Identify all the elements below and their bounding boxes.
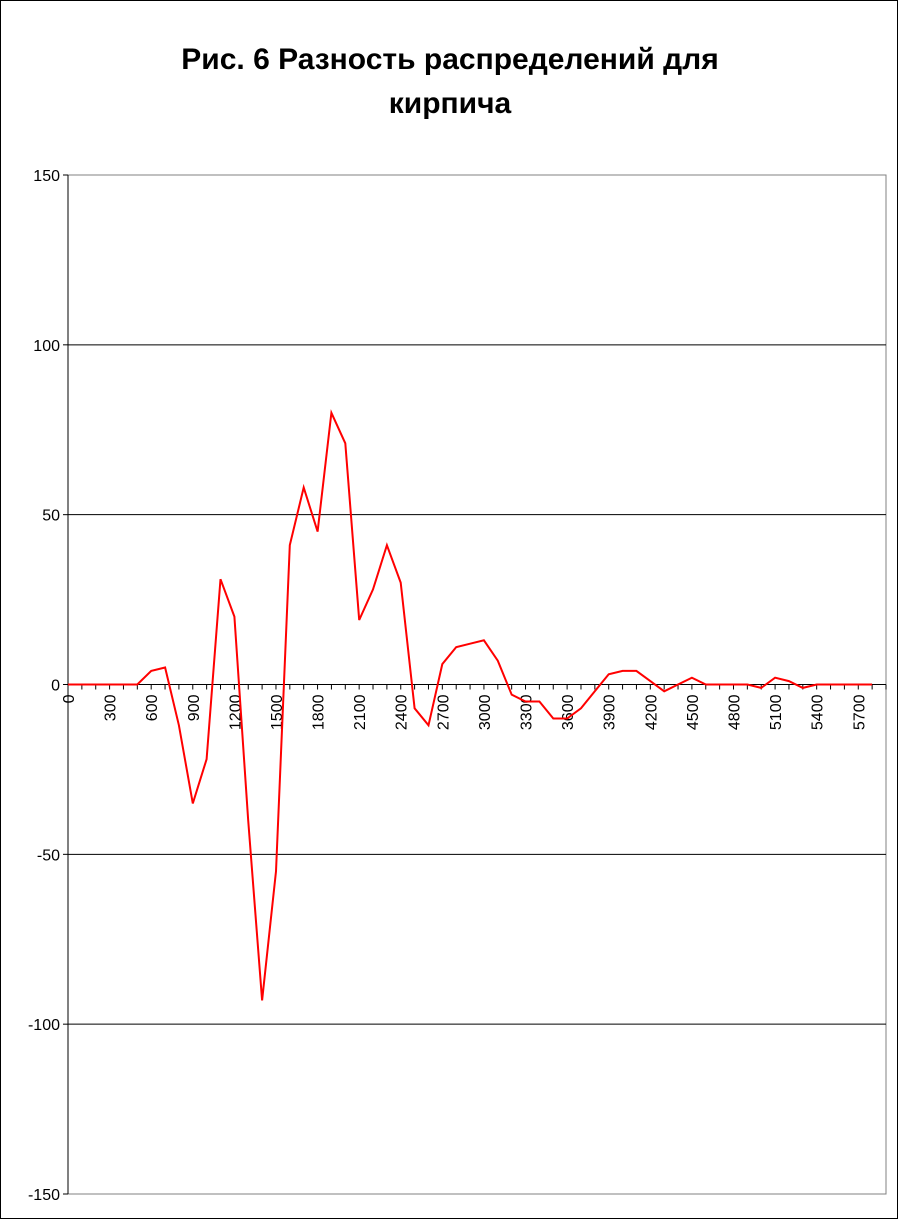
chart-title-line-1: Рис. 6 Разность распределений для <box>181 43 719 76</box>
chart-title: Рис. 6 Разность распределений для кирпич… <box>0 38 900 126</box>
x-tick-label: 3300 <box>519 694 536 730</box>
x-tick-label: 600 <box>144 694 161 721</box>
x-tick-label: 3000 <box>477 694 494 730</box>
x-tick-label: 900 <box>186 694 203 721</box>
chart-title-line-2: кирпича <box>388 87 512 120</box>
x-tick-label: 5400 <box>810 694 827 730</box>
y-tick-label: 150 <box>33 168 60 185</box>
y-tick-label: 100 <box>33 338 60 355</box>
y-tick-label: 50 <box>42 508 60 525</box>
x-tick-label: 4800 <box>726 694 743 730</box>
x-tick-label: 2100 <box>352 694 369 730</box>
data-series-line <box>68 409 873 1001</box>
x-tick-label: 300 <box>103 694 120 721</box>
x-tick-label: 1800 <box>311 694 328 730</box>
y-tick-label: -150 <box>28 1187 60 1204</box>
x-tick-label: 3600 <box>560 694 577 730</box>
x-tick-label: 5700 <box>851 694 868 730</box>
x-tick-label: 4200 <box>643 694 660 730</box>
y-tick-label: -50 <box>37 847 60 864</box>
y-tick-label: -100 <box>28 1017 60 1034</box>
y-tick-label: 0 <box>51 678 60 695</box>
x-tick-label: 2400 <box>394 694 411 730</box>
x-tick-label: 4500 <box>685 694 702 730</box>
x-tick-label: 0 <box>61 694 78 703</box>
x-tick-label: 2700 <box>435 694 452 730</box>
x-tick-label: 3900 <box>602 694 619 730</box>
x-tick-label: 5100 <box>768 694 785 730</box>
